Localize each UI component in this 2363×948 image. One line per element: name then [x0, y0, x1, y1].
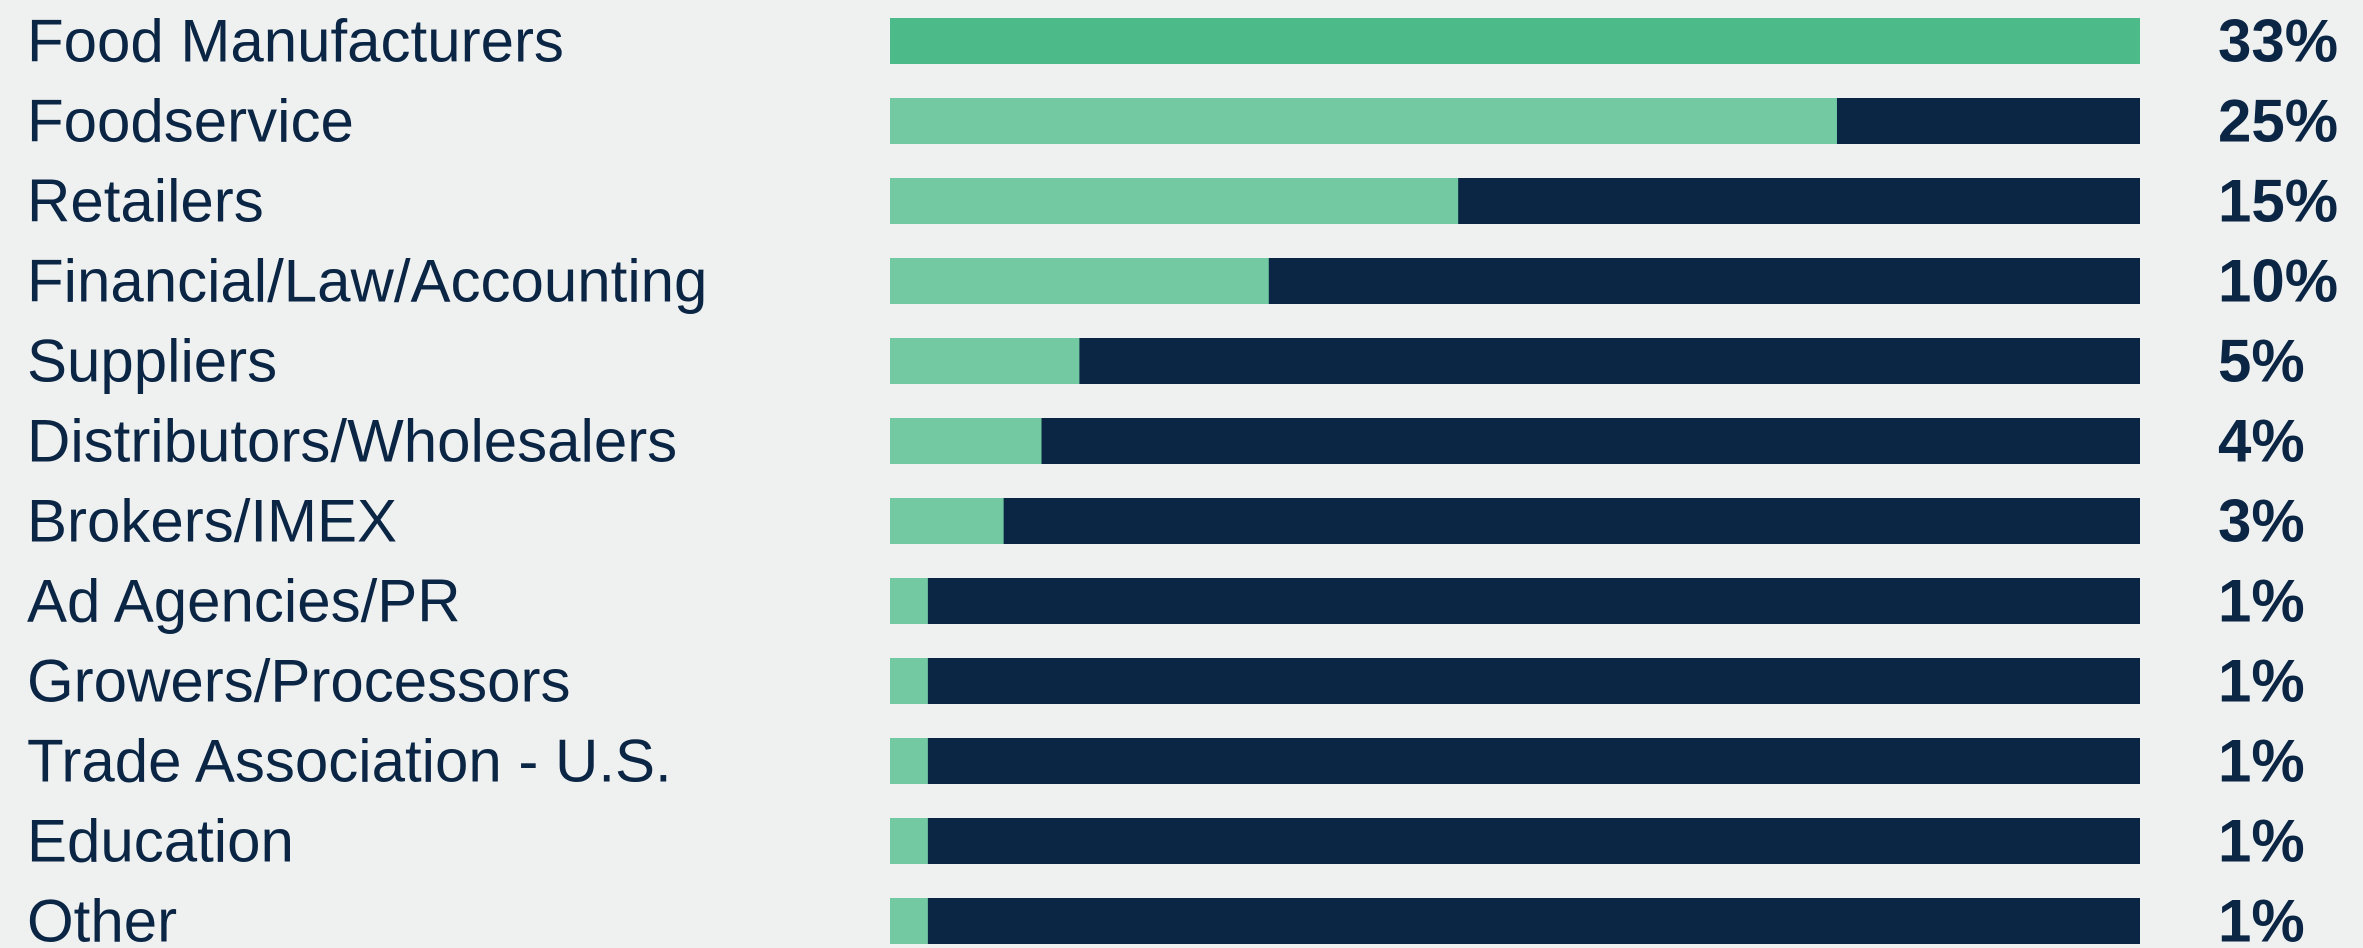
data-label: 5% — [2218, 328, 2305, 395]
bar-track — [890, 818, 2140, 864]
bar — [890, 258, 1269, 304]
bar-track — [890, 898, 2140, 944]
category-label: Foodservice — [27, 88, 354, 155]
bar — [890, 578, 928, 624]
data-label: 1% — [2218, 568, 2305, 635]
bar — [890, 98, 1837, 144]
bar — [890, 738, 928, 784]
bar-row: Foodservice 25% — [27, 88, 2338, 155]
data-label: 1% — [2218, 648, 2305, 715]
data-label: 10% — [2218, 248, 2338, 315]
category-label: Growers/Processors — [27, 648, 570, 715]
bar — [890, 898, 928, 944]
bar-row: Brokers/IMEX 3% — [27, 488, 2305, 555]
category-label: Financial/Law/Accounting — [27, 248, 707, 315]
bar-row: Trade Association - U.S. 1% — [27, 728, 2305, 795]
category-label: Suppliers — [27, 328, 277, 395]
category-label: Education — [27, 808, 294, 875]
bar-row: Retailers 15% — [27, 168, 2338, 235]
bar-row: Ad Agencies/PR 1% — [27, 568, 2305, 635]
bar — [890, 18, 2140, 64]
bar-row: Growers/Processors 1% — [27, 648, 2305, 715]
category-label: Other — [27, 888, 177, 948]
category-label: Retailers — [27, 168, 264, 235]
bar-row: Distributors/Wholesalers 4% — [27, 408, 2305, 475]
bar — [890, 418, 1042, 464]
data-label: 4% — [2218, 408, 2305, 475]
category-label: Trade Association - U.S. — [27, 728, 672, 795]
category-label: Ad Agencies/PR — [27, 568, 461, 635]
data-label: 25% — [2218, 88, 2338, 155]
data-label: 15% — [2218, 168, 2338, 235]
bar — [890, 498, 1004, 544]
data-label: 3% — [2218, 488, 2305, 555]
bar-row: Other 1% — [27, 888, 2305, 948]
category-label: Brokers/IMEX — [27, 488, 397, 555]
chart-rows: Food Manufacturers 33% Foodservice 25% Retai… — [27, 8, 2338, 948]
bar-track — [890, 578, 2140, 624]
data-label: 1% — [2218, 728, 2305, 795]
data-label: 33% — [2218, 8, 2338, 75]
bar-track — [890, 338, 2140, 384]
bar-row: Food Manufacturers 33% — [27, 8, 2338, 75]
bar-track — [890, 658, 2140, 704]
data-label: 1% — [2218, 808, 2305, 875]
bar — [890, 178, 1459, 224]
bar-row: Education 1% — [27, 808, 2305, 875]
bar-track — [890, 498, 2140, 544]
bar-row: Financial/Law/Accounting 10% — [27, 248, 2338, 315]
category-label: Distributors/Wholesalers — [27, 408, 677, 475]
bar — [890, 818, 928, 864]
bar-track — [890, 418, 2140, 464]
category-label: Food Manufacturers — [27, 8, 564, 75]
bar-row: Suppliers 5% — [27, 328, 2305, 395]
bar — [890, 658, 928, 704]
bar — [890, 338, 1080, 384]
data-label: 1% — [2218, 888, 2305, 948]
bar-track — [890, 738, 2140, 784]
